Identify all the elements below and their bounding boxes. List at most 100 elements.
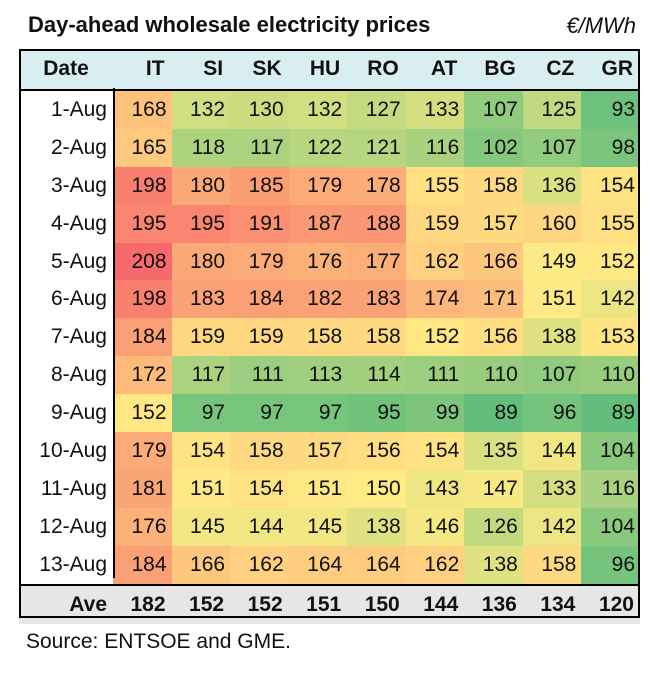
price-cell-it: 168 — [113, 90, 172, 129]
average-cell-it: 182 — [113, 583, 172, 624]
price-cell-at: 111 — [405, 356, 465, 395]
average-cell-at: 144 — [405, 583, 465, 624]
price-cell-it: 179 — [113, 432, 172, 470]
price-cell-hu: 164 — [288, 545, 348, 585]
price-cell-at: 99 — [405, 394, 465, 433]
price-cell-gr: 155 — [581, 204, 640, 243]
price-cell-si: 180 — [171, 242, 231, 281]
date-cell: 8-Aug — [19, 356, 113, 395]
price-cell-si: 159 — [171, 318, 231, 357]
price-cell-gr: 142 — [581, 280, 640, 319]
price-cell-cz: 136 — [522, 166, 582, 205]
price-cell-si: 118 — [171, 128, 231, 167]
price-cell-cz: 144 — [522, 432, 582, 470]
price-cell-bg: 147 — [464, 469, 523, 508]
unit-label: €/MWh — [566, 13, 636, 38]
price-cell-sk: 97 — [230, 394, 289, 433]
average-cell-ro: 150 — [347, 583, 406, 624]
average-cell-si: 152 — [171, 583, 231, 624]
price-cell-it: 198 — [113, 280, 172, 319]
price-cell-si: 183 — [171, 280, 231, 319]
price-cell-at: 174 — [405, 280, 465, 319]
price-cell-cz: 138 — [522, 318, 582, 357]
date-cell: 5-Aug — [19, 242, 113, 281]
price-cell-ro: 177 — [347, 242, 406, 281]
price-cell-hu: 132 — [288, 90, 348, 129]
price-cell-cz: 107 — [522, 128, 582, 167]
average-cell-sk: 152 — [230, 583, 289, 624]
price-cell-it: 198 — [113, 166, 172, 205]
source-note: Source: ENTSOE and GME. — [26, 630, 291, 653]
price-cell-cz: 160 — [522, 204, 582, 243]
price-cell-cz: 149 — [522, 242, 582, 281]
price-cell-it: 195 — [113, 204, 172, 243]
table-row: 3-Aug 198 180 185 179 178 155 158 136 154 — [19, 166, 640, 205]
price-cell-cz: 158 — [522, 545, 582, 585]
price-cell-hu: 182 — [288, 280, 348, 319]
price-cell-si: 117 — [171, 356, 231, 395]
price-cell-gr: 98 — [581, 128, 640, 167]
price-cell-cz: 133 — [522, 469, 582, 508]
price-cell-sk: 158 — [230, 432, 289, 470]
price-cell-gr: 93 — [581, 90, 640, 129]
table-row: 13-Aug 184 166 162 164 164 162 138 158 96 — [19, 545, 640, 585]
average-cell-bg: 136 — [464, 583, 523, 624]
price-cell-ro: 158 — [347, 318, 406, 357]
average-row: Ave 182 152 152 151 150 144 136 134 120 — [19, 583, 640, 624]
price-cell-gr: 89 — [581, 394, 640, 433]
price-cell-cz: 125 — [522, 90, 582, 129]
date-cell: 12-Aug — [19, 507, 113, 546]
price-cell-sk: 130 — [230, 90, 289, 129]
price-cell-gr: 116 — [581, 469, 640, 508]
price-cell-hu: 157 — [288, 432, 348, 470]
price-cell-at: 162 — [405, 242, 465, 281]
price-cell-sk: 154 — [230, 469, 289, 508]
price-heatmap-table: Date IT SI SK HU RO AT BG CZ GR 1-Aug 168 132 130 132… — [19, 49, 640, 624]
column-header-cz: CZ — [522, 49, 582, 91]
price-cell-si: 132 — [171, 90, 231, 129]
column-header-gr: GR — [581, 49, 640, 91]
price-cell-at: 116 — [405, 128, 465, 167]
price-cell-bg: 171 — [464, 280, 523, 319]
date-cell: 7-Aug — [19, 318, 113, 357]
price-cell-ro: 188 — [347, 204, 406, 243]
price-cell-it: 184 — [113, 318, 172, 357]
price-cell-sk: 144 — [230, 507, 289, 546]
price-cell-ro: 121 — [347, 128, 406, 167]
price-cell-it: 208 — [113, 242, 172, 281]
table-row: 6-Aug 198 183 184 182 183 174 171 151 142 — [19, 280, 640, 319]
price-cell-si: 154 — [171, 432, 231, 470]
price-cell-bg: 107 — [464, 90, 523, 129]
price-cell-sk: 117 — [230, 128, 289, 167]
table-row: 9-Aug 152 97 97 97 95 99 89 96 89 — [19, 394, 640, 433]
table-row: 10-Aug 179 154 158 157 156 154 135 144 104 — [19, 432, 640, 470]
date-cell: 13-Aug — [19, 545, 113, 585]
table-row: 12-Aug 176 145 144 145 138 146 126 142 104 — [19, 507, 640, 546]
price-cell-at: 143 — [405, 469, 465, 508]
price-cell-hu: 158 — [288, 318, 348, 357]
date-cell: 2-Aug — [19, 128, 113, 167]
price-cell-hu: 122 — [288, 128, 348, 167]
price-cell-bg: 102 — [464, 128, 523, 167]
column-header-it: IT — [113, 49, 172, 91]
date-cell: 9-Aug — [19, 394, 113, 433]
column-header-date: Date — [19, 49, 113, 91]
column-header-ro: RO — [347, 49, 406, 91]
price-cell-sk: 185 — [230, 166, 289, 205]
price-cell-at: 152 — [405, 318, 465, 357]
date-cell: 4-Aug — [19, 204, 113, 243]
price-cell-bg: 135 — [464, 432, 523, 470]
price-cell-hu: 176 — [288, 242, 348, 281]
price-cell-it: 181 — [113, 469, 172, 508]
price-cell-si: 97 — [171, 394, 231, 433]
price-cell-si: 166 — [171, 545, 231, 585]
price-cell-bg: 138 — [464, 545, 523, 585]
price-cell-at: 162 — [405, 545, 465, 585]
price-cell-it: 165 — [113, 128, 172, 167]
price-cell-cz: 151 — [522, 280, 582, 319]
table-row: 1-Aug 168 132 130 132 127 133 107 125 93 — [19, 90, 640, 129]
price-cell-ro: 95 — [347, 394, 406, 433]
table-row: 5-Aug 208 180 179 176 177 162 166 149 152 — [19, 242, 640, 281]
price-cell-gr: 154 — [581, 166, 640, 205]
price-cell-gr: 104 — [581, 507, 640, 546]
